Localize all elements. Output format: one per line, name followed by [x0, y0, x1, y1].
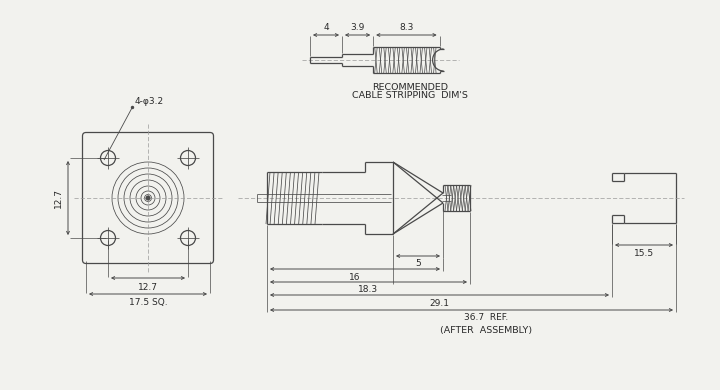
Text: 16: 16	[349, 273, 361, 282]
Text: 15.5: 15.5	[634, 250, 654, 259]
Text: CABLE STRIPPING  DIM'S: CABLE STRIPPING DIM'S	[353, 92, 468, 101]
Text: 8.3: 8.3	[399, 23, 413, 32]
Text: 17.5 SQ.: 17.5 SQ.	[129, 298, 167, 307]
Circle shape	[132, 106, 133, 108]
Text: 12.7: 12.7	[138, 282, 158, 291]
Text: 5: 5	[415, 259, 421, 268]
Text: 29.1: 29.1	[430, 298, 449, 307]
Text: 4-φ3.2: 4-φ3.2	[135, 98, 164, 106]
Text: (AFTER  ASSEMBLY): (AFTER ASSEMBLY)	[441, 326, 533, 335]
Text: 3.9: 3.9	[351, 23, 365, 32]
Text: RECOMMENDED: RECOMMENDED	[372, 83, 449, 92]
Text: 36.7  REF.: 36.7 REF.	[464, 314, 508, 323]
Text: 18.3: 18.3	[359, 285, 379, 294]
Text: 12.7: 12.7	[53, 188, 63, 208]
Text: 4: 4	[323, 23, 329, 32]
Circle shape	[146, 196, 150, 200]
